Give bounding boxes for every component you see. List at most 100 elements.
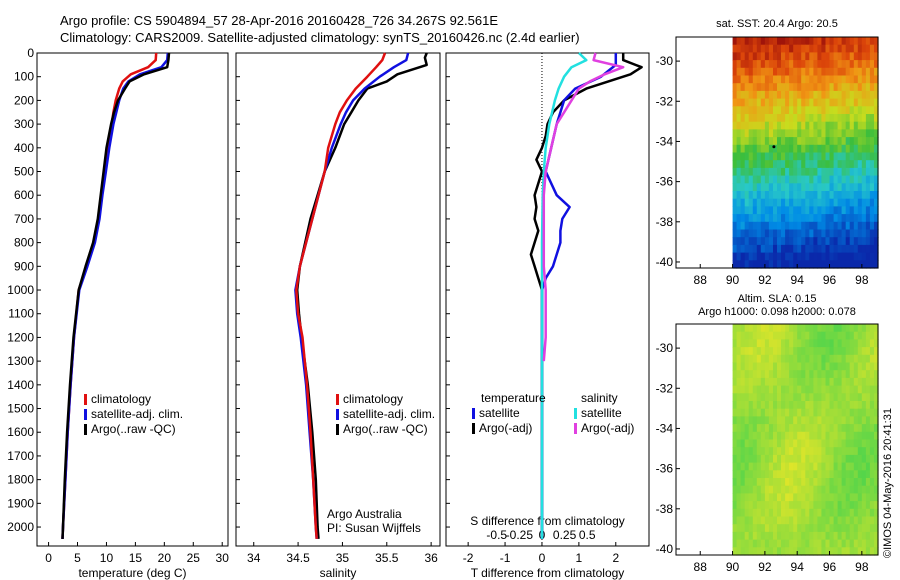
sst-cell — [849, 60, 855, 69]
sst-cell — [845, 160, 851, 169]
sla-cell — [764, 454, 770, 464]
diff-legend-sal-label-1: Argo(-adj) — [581, 421, 634, 435]
sla-cell — [861, 347, 867, 356]
sst-cell — [825, 206, 831, 215]
sla-cell — [817, 431, 822, 441]
sst-cell — [837, 114, 843, 123]
sla-cell — [768, 408, 774, 417]
sla-cell — [801, 408, 806, 417]
sla-cell — [825, 501, 831, 510]
sst-cell — [829, 75, 835, 84]
sst-cell — [764, 129, 770, 138]
sla-cell — [732, 485, 738, 494]
sst-cell — [748, 114, 754, 123]
sst-cell — [748, 98, 754, 107]
sst-cell — [853, 37, 859, 46]
sst-cell — [841, 152, 847, 161]
sst-cell — [874, 160, 879, 169]
sla-cell — [797, 377, 802, 387]
sal-legend-swatch-2 — [336, 424, 339, 435]
sla-cell — [797, 416, 802, 425]
sla-cell — [874, 501, 879, 510]
sla-cell — [785, 401, 790, 410]
sst-cell — [849, 52, 855, 61]
sst-cell — [744, 137, 750, 146]
sla-cell — [740, 539, 746, 548]
sst-cell — [748, 67, 754, 77]
sst-cell — [740, 121, 746, 130]
sst-cell — [785, 137, 790, 146]
sst-cell — [865, 221, 871, 231]
sla-cell — [785, 470, 790, 479]
sst-cell — [841, 60, 847, 69]
sst-cell — [857, 252, 863, 261]
sla-cell — [773, 416, 778, 425]
sla-cell — [837, 454, 843, 464]
sla-cell — [817, 354, 822, 364]
sst-cell — [869, 183, 875, 192]
temp-legend-swatch-0 — [84, 394, 87, 405]
sla-cell — [829, 524, 835, 533]
sst-cell — [865, 260, 871, 269]
sla-cell — [861, 331, 867, 340]
sst-cell — [744, 37, 750, 46]
sla-cell — [744, 408, 750, 417]
sla-cell — [744, 324, 750, 333]
sst-cell — [813, 244, 818, 254]
sla-cell — [785, 393, 790, 402]
sst-cell — [805, 167, 810, 177]
sst-cell — [813, 75, 818, 84]
sst-cell — [752, 75, 758, 84]
sst-cell — [865, 83, 871, 92]
sst-cell — [793, 129, 798, 138]
sst-cell — [752, 60, 758, 69]
sst-cell — [821, 183, 826, 192]
sst-cell — [793, 106, 798, 115]
sla-xtick-label-90: 90 — [726, 560, 740, 574]
sst-cell — [764, 244, 770, 254]
sst-cell — [764, 37, 770, 46]
sla-cell — [744, 431, 750, 441]
sst-cell — [817, 75, 822, 84]
sst-cell — [768, 221, 774, 231]
sst-cell — [736, 90, 742, 100]
sst-cell — [773, 60, 778, 69]
sst-cell — [760, 206, 766, 215]
sla-cell — [744, 485, 750, 494]
sst-cell — [809, 160, 814, 169]
sla-cell — [817, 408, 822, 417]
sst-cell — [764, 252, 770, 261]
sla-cell — [825, 401, 831, 410]
sla-cell — [817, 331, 822, 340]
sst-cell — [801, 252, 806, 261]
sla-cell — [777, 493, 782, 502]
sst-cell — [781, 114, 786, 123]
sst-cell — [874, 175, 879, 184]
sla-cell — [748, 516, 754, 525]
sla-cell — [845, 508, 851, 518]
sst-cell — [781, 144, 786, 154]
sst-cell — [736, 237, 742, 246]
sla-cell — [781, 485, 786, 494]
sla-cell — [874, 539, 879, 548]
sst-cell — [841, 52, 847, 61]
sst-cell — [748, 137, 754, 146]
sst-cell — [805, 229, 810, 238]
sst-cell — [732, 44, 738, 53]
sst-cell — [789, 90, 794, 100]
sst-cell — [861, 229, 867, 238]
sla-cell — [825, 447, 831, 456]
sla-cell — [869, 408, 875, 417]
sla-cell — [777, 401, 782, 410]
sla-cell — [736, 424, 742, 433]
sst-cell — [829, 183, 835, 192]
sst-cell — [857, 106, 863, 115]
sla-cell — [861, 493, 867, 502]
sla-cell — [841, 324, 847, 333]
sla-cell — [781, 539, 786, 548]
sla-cell — [874, 531, 879, 541]
sst-cell — [837, 244, 843, 254]
sst-cell — [789, 244, 794, 254]
sla-cell — [813, 408, 818, 417]
sla-cell — [736, 524, 742, 533]
